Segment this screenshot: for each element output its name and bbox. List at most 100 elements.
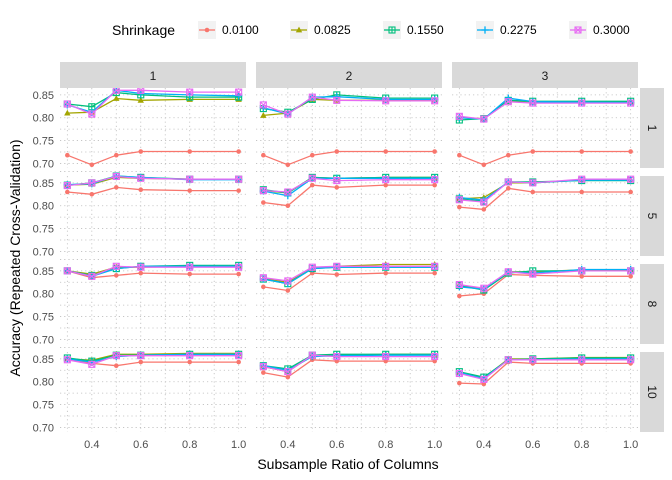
data-point — [455, 112, 463, 120]
legend-item: 0.1550 — [383, 21, 444, 39]
data-point — [333, 177, 341, 185]
data-point — [627, 175, 635, 183]
data-point — [261, 152, 266, 158]
data-point — [628, 149, 633, 154]
data-point — [259, 187, 267, 195]
data-point — [235, 175, 243, 183]
data-point — [505, 186, 511, 191]
data-point — [63, 100, 71, 108]
y-axis-title: Accuracy (Repeated Cross-Validation) — [7, 139, 23, 376]
data-point — [88, 360, 96, 368]
series-line — [67, 175, 239, 187]
data-point — [89, 162, 95, 168]
data-point — [455, 369, 463, 378]
data-point — [235, 88, 243, 96]
series-line — [263, 266, 435, 285]
series-line — [459, 273, 631, 297]
data-point — [529, 99, 537, 107]
x-tick-label: 1.0 — [623, 439, 638, 451]
data-point — [382, 95, 390, 104]
facet-panel — [60, 259, 246, 344]
series-line — [67, 89, 239, 113]
series-line — [67, 270, 239, 279]
facet-panel — [452, 171, 638, 256]
legend: Shrinkage 0.0100 0.0825 0.1550 0.2275 0.3000 — [112, 21, 630, 39]
data-point — [481, 162, 487, 168]
series-line — [459, 150, 631, 166]
data-point — [333, 96, 341, 104]
data-point — [457, 293, 462, 299]
data-point — [382, 176, 390, 184]
y-tick-label: 0.80 — [33, 113, 54, 125]
legend-title: Shrinkage — [112, 22, 175, 38]
data-point — [261, 200, 266, 205]
series-line — [263, 353, 435, 370]
data-point — [187, 271, 193, 277]
data-point — [285, 203, 291, 209]
series-line — [263, 96, 435, 115]
legend-label: 0.0100 — [222, 23, 259, 37]
x-tick-label: 1.0 — [231, 439, 246, 451]
data-point — [260, 112, 267, 118]
data-point — [112, 352, 120, 360]
series-line — [459, 187, 631, 211]
y-tick-label: 0.70 — [33, 246, 54, 258]
data-point — [88, 110, 96, 118]
data-point — [455, 196, 463, 204]
data-point — [308, 174, 316, 182]
data-point — [627, 99, 635, 107]
facet-panel — [256, 259, 442, 344]
data-point — [480, 375, 488, 383]
x-axis-title: Subsample Ratio of Columns — [257, 456, 438, 472]
series-line — [263, 265, 435, 282]
column-strip — [60, 62, 246, 88]
data-point — [113, 152, 119, 158]
data-point — [137, 96, 144, 103]
series-line — [67, 355, 239, 365]
data-point — [574, 26, 582, 34]
data-point — [432, 182, 437, 188]
data-point — [308, 263, 316, 271]
data-point — [480, 198, 488, 206]
row-strip-label: 10 — [645, 385, 659, 399]
data-point — [138, 187, 144, 193]
x-tick-label: 0.4 — [476, 439, 491, 451]
data-point — [285, 288, 291, 293]
data-point — [457, 152, 462, 158]
row-strip-label: 1 — [645, 125, 659, 132]
column-strip-label: 1 — [150, 69, 157, 83]
data-point — [63, 267, 71, 275]
legend-item: 0.0100 — [198, 21, 259, 39]
data-point — [457, 380, 462, 386]
data-point — [88, 272, 96, 280]
series-line — [459, 356, 631, 379]
legend-item: 0.0825 — [290, 21, 351, 39]
data-point — [65, 189, 70, 195]
data-point — [235, 352, 243, 360]
data-point — [308, 93, 316, 101]
data-point — [334, 149, 340, 154]
row-strip — [640, 352, 664, 432]
data-point — [382, 174, 390, 182]
data-point — [236, 271, 241, 277]
data-point — [235, 350, 243, 358]
data-point — [137, 263, 145, 271]
data-point — [388, 26, 396, 34]
data-point — [504, 178, 512, 186]
facet-panel — [256, 171, 442, 256]
data-point — [137, 174, 145, 182]
data-point — [64, 109, 71, 116]
data-point — [504, 356, 512, 364]
data-point — [504, 98, 512, 106]
facet-panel — [60, 83, 246, 168]
data-point — [530, 149, 536, 154]
y-tick-label: 0.80 — [33, 377, 54, 389]
data-point — [481, 207, 487, 212]
series-line — [67, 89, 239, 115]
legend-item: 0.3000 — [569, 21, 630, 39]
data-point — [259, 363, 267, 371]
x-tick-label: 0.6 — [133, 439, 148, 451]
data-point — [383, 149, 389, 154]
y-tick-label: 0.75 — [33, 312, 54, 324]
legend-item: 0.2275 — [476, 21, 537, 39]
